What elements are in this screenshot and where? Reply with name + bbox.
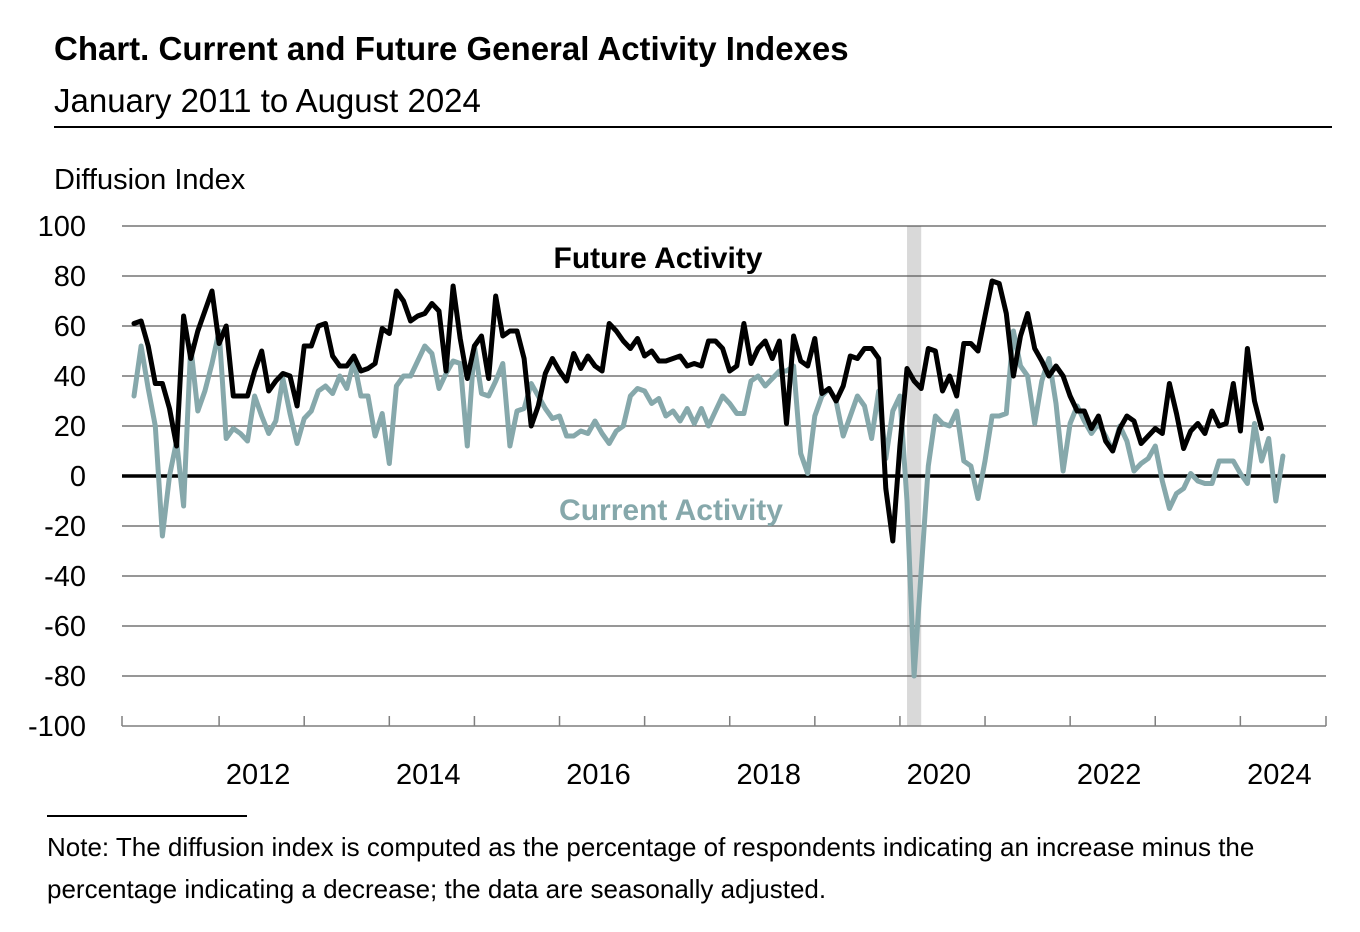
note-divider [47, 815, 247, 817]
y-tick-labels: 100 80 60 40 20 0 -20 -40 -60 -80 -100 [28, 211, 86, 743]
x-tick-label: 2016 [566, 759, 631, 791]
footnote: Note: The diffusion index is computed as… [47, 832, 1255, 904]
y-tick-label: -100 [28, 711, 86, 743]
series-lines [131, 278, 1286, 679]
chart-subtitle: January 2011 to August 2024 [54, 82, 481, 119]
current-activity-label: Current Activity [559, 494, 783, 527]
y-tick-label: 0 [70, 461, 86, 493]
x-tick-label: 2020 [907, 759, 972, 791]
title-divider [54, 126, 1332, 128]
y-tick-label: 20 [54, 411, 86, 443]
gridlines [122, 225, 1326, 677]
y-tick-label: -20 [44, 511, 86, 543]
x-axis: 2012 2014 2016 2018 2020 2022 2024 [121, 474, 1327, 791]
x-tick-label: 2024 [1247, 759, 1312, 791]
current-activity-line [131, 328, 1286, 679]
x-tick-label: 2012 [226, 759, 291, 791]
y-tick-label: 100 [38, 211, 86, 243]
y-axis-label: Diffusion Index [54, 164, 246, 196]
chart-title: Chart. Current and Future General Activi… [54, 30, 849, 67]
future-activity-line [131, 278, 1265, 544]
x-tick-label: 2014 [396, 759, 461, 791]
x-tick-label: 2018 [736, 759, 801, 791]
y-tick-label: 40 [54, 361, 86, 393]
y-tick-label: 80 [54, 261, 86, 293]
y-tick-label: -40 [44, 561, 86, 593]
x-tick-label: 2022 [1077, 759, 1142, 791]
y-tick-label: 60 [54, 311, 86, 343]
y-tick-label: -80 [44, 661, 86, 693]
y-tick-label: -60 [44, 611, 86, 643]
future-activity-label: Future Activity [554, 242, 763, 275]
